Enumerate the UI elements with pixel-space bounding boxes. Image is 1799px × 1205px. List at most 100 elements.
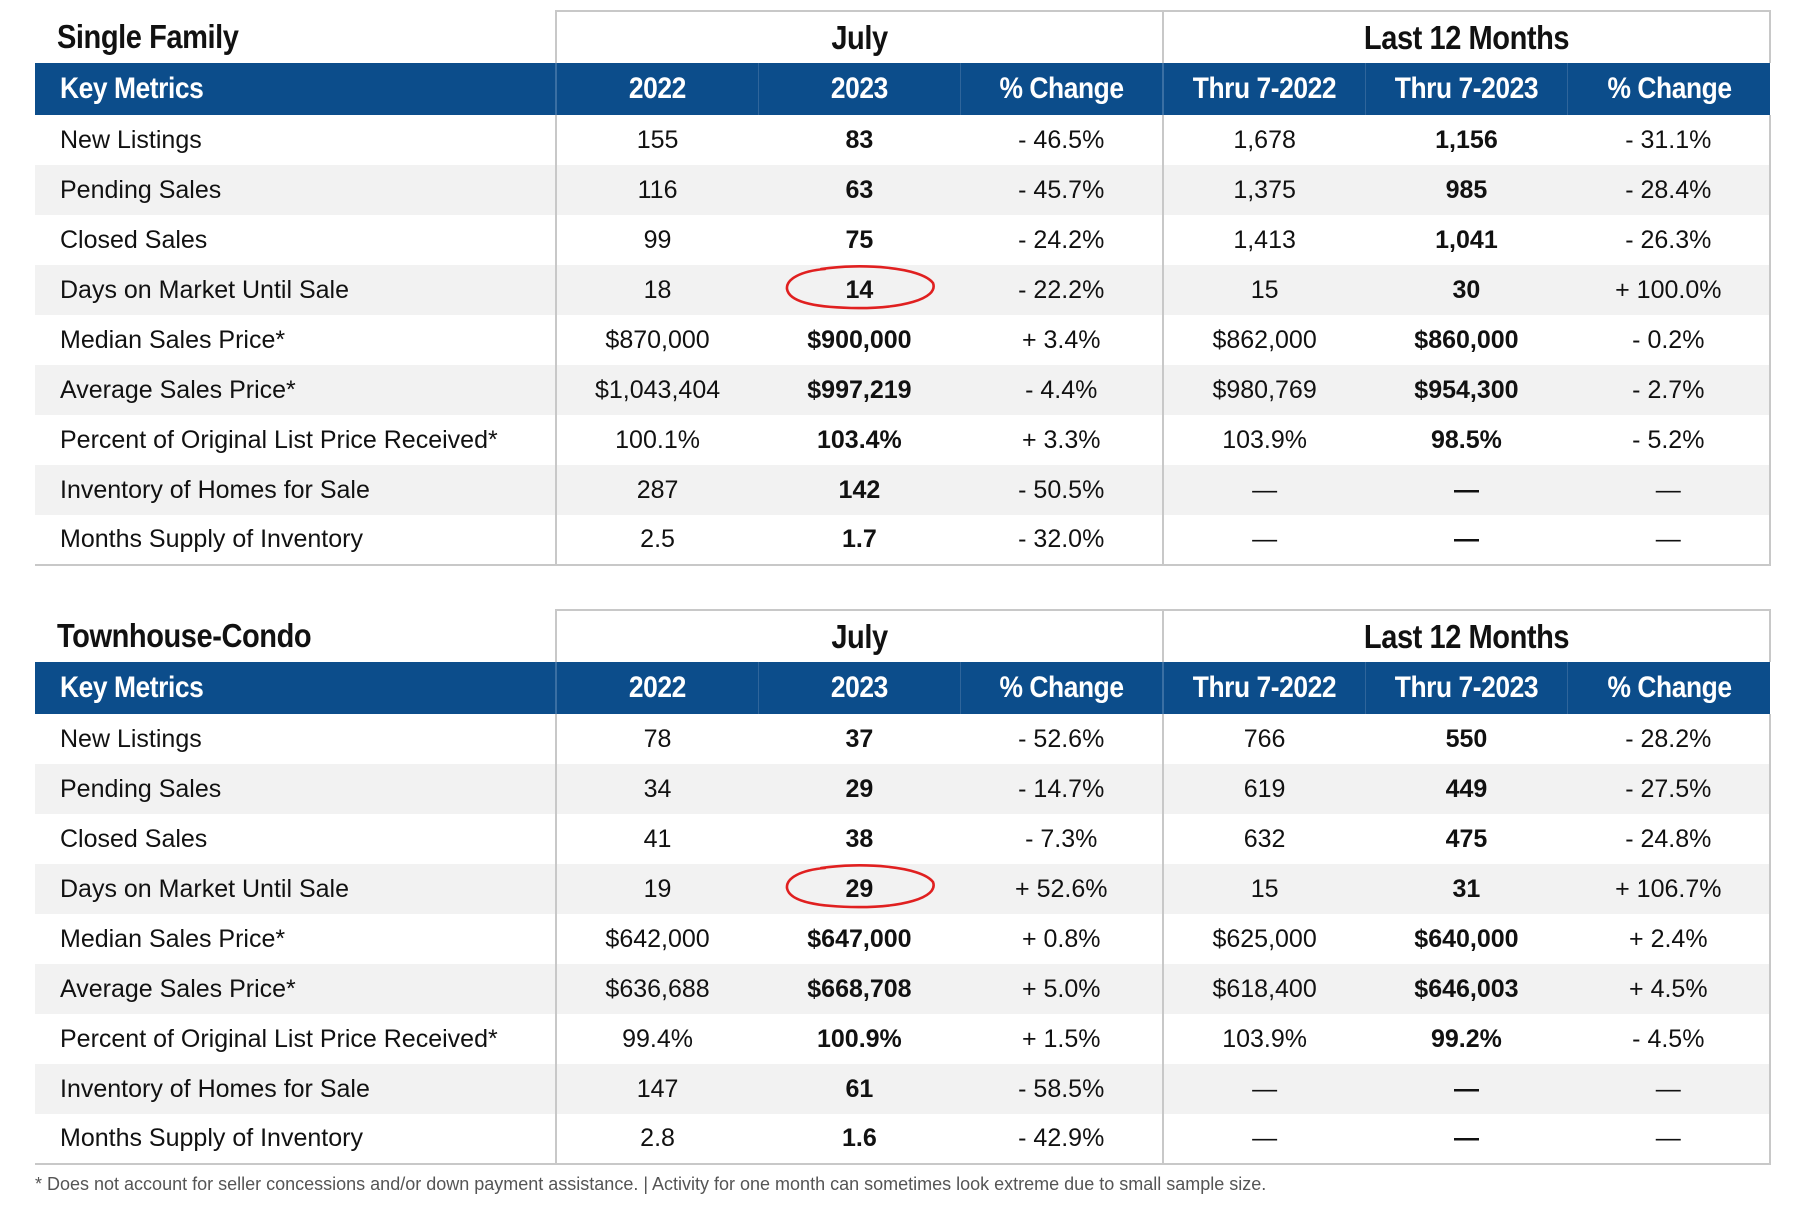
col-header-thru-2022: Thru 7-2022 [1161,63,1366,115]
value-thru-2022: 1,678 [1161,115,1366,165]
metric-label: Pending Sales [60,175,222,204]
metric-label: New Listings [60,724,202,753]
value-change-12: — [1567,1114,1772,1165]
col-header-2023: 2023 [757,63,961,115]
value-thru-2022: — [1161,1114,1366,1165]
metric-label: Months Supply of Inventory [35,1114,556,1165]
value-2023: 103.4% [817,425,902,454]
metric-label: Inventory of Homes for Sale [60,475,370,504]
value-2022: 18 [554,265,759,315]
value-thru-2023: 985 [1445,175,1488,204]
value-change-12: — [1567,465,1772,515]
metric-label: New Listings [60,125,202,154]
column-header-row: Key Metrics 2022 2023 % Change Thru 7-20… [35,662,1770,714]
value-thru-2023: $640,000 [1414,924,1519,953]
value-2023: 38 [845,824,874,853]
value-change: - 4.4% [1025,375,1098,404]
group-header-month: July [591,10,1127,63]
value-thru-2022: $618,400 [1161,964,1366,1014]
metric-label: Average Sales Price* [60,375,296,404]
value-2022: 34 [554,764,759,814]
value-thru-2022: 103.9% [1161,415,1366,465]
value-change-12: - 31.1% [1567,115,1772,165]
value-thru-2023: 1,041 [1435,225,1498,254]
table-row: Median Sales Price* $870,000 $900,000 + 3.4… [35,315,1772,365]
value-change: + 0.8% [1021,924,1101,953]
value-change-12: - 5.2% [1567,415,1772,465]
table-row: Inventory of Homes for Sale 287 142 - 50.5%… [35,465,1772,515]
circled-value-text: 14 [845,275,874,304]
table-row: Percent of Original List Price Received*… [35,415,1772,465]
value-change: - 52.6% [1018,724,1105,753]
table-row: Closed Sales 41 38 - 7.3% 632 475 - 24.8% [35,814,1772,864]
value-change-12: — [1567,515,1772,566]
col-header-change-12: % Change [1567,63,1770,115]
col-header-thru-2023: Thru 7-2023 [1364,662,1568,714]
column-header-row: Key Metrics 2022 2023 % Change Thru 7-20… [35,63,1770,115]
value-thru-2023: $860,000 [1414,325,1519,354]
value-2023: 29 [758,863,960,914]
table-row: Inventory of Homes for Sale 147 61 - 58.5% —… [35,1064,1772,1114]
value-2022: 41 [554,814,759,864]
value-thru-2023: 30 [1452,275,1481,304]
value-2023: 37 [845,724,874,753]
single-family-table: Single Family July Last 12 Months Key Me… [35,10,1772,566]
group-header-month: July [591,609,1127,662]
single-family-section: Single Family July Last 12 Months Key Me… [35,10,1772,566]
value-thru-2022: 15 [1161,265,1366,315]
value-2023: 14 [758,264,960,315]
value-thru-2022: $980,769 [1161,365,1366,415]
value-change-12: + 100.0% [1567,265,1772,315]
value-thru-2023: $954,300 [1414,375,1519,404]
value-2023: $668,708 [807,974,912,1003]
value-change: - 14.7% [1018,774,1105,803]
value-thru-2022: 632 [1161,814,1366,864]
value-2023: $900,000 [807,325,912,354]
value-2022: 19 [554,864,759,914]
value-thru-2022: — [1161,465,1366,515]
value-change-12: - 0.2% [1567,315,1772,365]
value-change-12: + 2.4% [1567,914,1772,964]
value-change: + 3.4% [1021,325,1101,354]
col-header-change: % Change [960,63,1163,115]
value-thru-2023: 449 [1445,774,1488,803]
value-2023: $997,219 [807,375,912,404]
value-change: - 42.9% [960,1114,1163,1165]
table-row: Days on Market Until Sale 19 29 + 52.6% 15 31… [35,863,1772,914]
value-2022: 116 [554,165,759,215]
value-thru-2023: 99.2% [1430,1024,1502,1053]
col-header-metrics: Key Metrics [60,72,204,105]
metric-label: Closed Sales [60,225,208,254]
group-header-12-months: Last 12 Months [1198,609,1735,662]
value-2022: $642,000 [554,914,759,964]
table-row: New Listings 78 37 - 52.6% 766 550 - 28.2% [35,714,1772,764]
value-change-12: + 106.7% [1567,864,1772,914]
value-thru-2023: $646,003 [1414,974,1519,1003]
value-change: + 52.6% [1015,874,1108,903]
value-2022: 155 [554,115,759,165]
section-title: Single Family [57,18,239,55]
value-thru-2022: 103.9% [1161,1014,1366,1064]
table-row: Closed Sales 99 75 - 24.2% 1,413 1,041 - 26.3% [35,215,1772,265]
table-row: Pending Sales 116 63 - 45.7% 1,375 985 - 28.4% [35,165,1772,215]
value-2022: $636,688 [554,964,759,1014]
value-thru-2023: 31 [1452,874,1481,903]
metric-label: Median Sales Price* [60,325,286,354]
value-thru-2023: — [1365,515,1568,566]
section-title: Townhouse-Condo [57,617,312,654]
metric-label: Percent of Original List Price Received* [60,425,498,454]
metric-label: Percent of Original List Price Received* [60,1024,498,1053]
col-header-change-12: % Change [1567,662,1770,714]
value-2022: $870,000 [554,315,759,365]
col-header-2022: 2022 [554,63,759,115]
value-change: - 7.3% [1025,824,1098,853]
value-change: + 5.0% [1021,974,1101,1003]
value-change-12: - 4.5% [1567,1014,1772,1064]
value-thru-2022: $625,000 [1161,914,1366,964]
table-row: New Listings 155 83 - 46.5% 1,678 1,156 - 31.1… [35,115,1772,165]
value-change: - 45.7% [1018,175,1105,204]
value-change: - 32.0% [960,515,1163,566]
value-2022: 99.4% [554,1014,759,1064]
value-2023: 63 [845,175,874,204]
table-row: Months Supply of Inventory 2.5 1.7- 32.0% —… [35,515,1772,566]
